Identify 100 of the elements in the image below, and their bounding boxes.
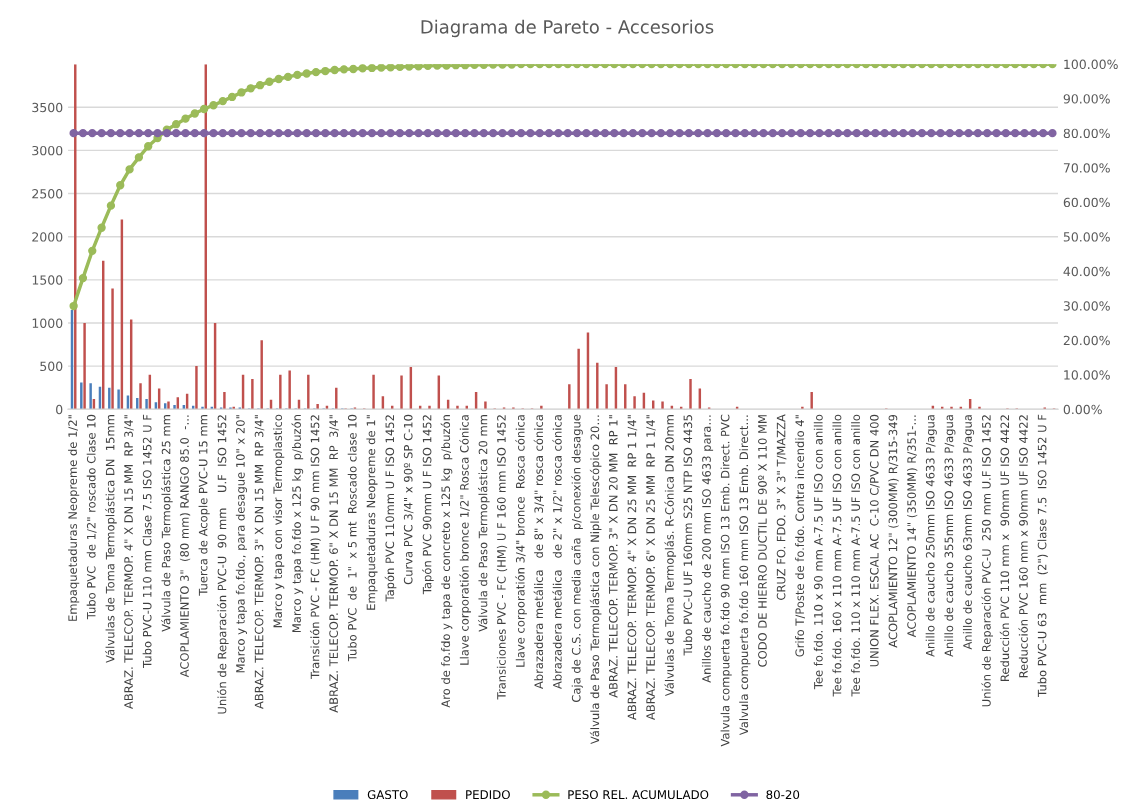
x-tick-label: ABRAZ. TELECOP. TERMOP. 4" X DN 15 MM RP 3/4"	[124, 415, 134, 709]
x-tick-label: Válvula de Paso Termoplástica con Niple Telescópico 20…	[589, 415, 602, 745]
y-tick-label: 3500	[32, 102, 63, 113]
x-tick-label: Llave corporatión bronce 1/2" Rosca Cónica	[459, 415, 471, 665]
x-tick-label: Tubo PVC-U UF 160mm S25 NTP ISO 4435	[683, 415, 693, 656]
x-tick-label: Abrazadera metálica de 2" x 1/2" rosca cónica	[552, 415, 563, 690]
x-tick-label: Caja de C.S. con media caña p/conexión desague	[571, 414, 583, 703]
x-tick-label: Marco y tapa fo.fdo., para desague 10" x 20"	[235, 415, 248, 673]
x-tick-label: ACOPLAMIENTO 3" (80 mm) RANGO 85.0 -…	[179, 415, 191, 678]
y-tick-label: 2500	[32, 189, 63, 199]
bar	[810, 391, 813, 410]
bar	[251, 379, 254, 410]
x-tick-label: Válvula de Paso Termoplástica 20 mm	[477, 415, 490, 632]
bar	[540, 405, 543, 410]
x-tick-label: ACOPLAMIENTO 14" (350MM) R/351-…	[907, 415, 918, 638]
x-tick-label: Tapón PVC 90mm U F ISO 1452	[422, 415, 434, 595]
legend-label: PESO REL. ACUMULADO	[568, 790, 709, 800]
x-tick-label: Aro de fo.fdo y tapa de concreto x 125 kg p/buzón	[440, 415, 453, 708]
y2-tick-label: 30.00%	[1063, 301, 1110, 311]
bar	[111, 288, 114, 410]
x-tick-label: Unión de Reparación PVC-U 90 mm U.F ISO 1452	[216, 415, 229, 714]
x-tick-label: Empaquetaduras Neopreme de 1"	[366, 415, 378, 610]
bar	[288, 370, 291, 410]
x-tick-label: ABRAZ. TELECOP. TERMOP. 3" X DN 15 MM RP 3/4"	[254, 415, 265, 709]
x-tick-label: Valvula compuerta fo.fdo 160 mm ISO 13 Emb. Direct…	[739, 415, 751, 736]
x-tick-label: Válvulas de Toma Termoplástica DN 15mm	[105, 415, 117, 663]
chart-title: Diagrama de Pareto - Accesorios	[421, 19, 714, 38]
x-tick-label: Llave corporatión 3/4" bronce Rosca cónica	[515, 415, 527, 667]
y2-tick-label: 90.00%	[1063, 94, 1110, 104]
bar	[978, 406, 981, 410]
bar	[316, 404, 319, 410]
y-tick-label: 1500	[32, 275, 63, 285]
x-tick-label: Anillo de caucho 250mm ISO 4633 P/agua	[925, 415, 937, 657]
y2-tick-label: 20.00%	[1063, 335, 1110, 346]
bar	[173, 404, 176, 410]
bar	[577, 348, 580, 410]
x-tick-label: Empaquetaduras Neopreme de 1/2"	[68, 415, 80, 621]
x-tick-label: Anillo de caucho 63mm ISO 4633 P/agua	[962, 415, 975, 650]
bar	[335, 387, 338, 410]
y2-tick-label: 50.00%	[1063, 232, 1110, 242]
x-tick-label: ABRAZ. TELECOP. TERMOP. 4" X DN 25 MM RP 1 1/4"	[627, 415, 638, 720]
bar	[117, 389, 120, 410]
y-tick-label: 2000	[32, 232, 63, 242]
legend-label: PEDIDO	[466, 790, 510, 800]
bar	[950, 406, 953, 410]
x-tick-label: Tuerca de Acople PVC-U 15 mm	[198, 415, 210, 596]
x-tick-label: Unión de Reparación PVC-U 250 mm U.F ISO 1452	[981, 415, 993, 707]
bar	[279, 374, 282, 410]
bar	[372, 374, 375, 410]
bar	[307, 374, 310, 410]
x-tick-label: ABRAZ. TELECOP. TERMOP. 6" X DN 25 MM RP 1 1/4"	[646, 415, 656, 720]
x-tick-label: Curva PVC 3/4" x 90º SP C-10	[403, 414, 414, 585]
bar	[108, 387, 111, 410]
x-tick-label: Tubo PVC-U 63 mm (2") Clase 7.5 ISO 1452 U F	[1037, 414, 1048, 697]
x-tick-label: Transición PVC - FC (HM) U F 90 mm ISO 1452	[309, 415, 321, 679]
x-tick-label: Tubo PVC de 1" x 5 mt Roscado clase 10	[347, 414, 357, 662]
x-tick-label: Marco y tapa con visor Termoplastico	[273, 414, 285, 628]
y2-tick-label: 100.00%	[1064, 59, 1118, 70]
y2-tick-label: 80.00%	[1063, 128, 1110, 139]
x-tick-label: Reducción PVC 110 mm x 90mm UF ISO 4422	[999, 415, 1010, 681]
bar	[80, 382, 83, 410]
y2-tick-label: 40.00%	[1063, 266, 1110, 277]
x-tick-label: Tee fo.fdo. 160 x 110 mm A-7.5 UF ISO con anillo	[832, 414, 842, 697]
bar	[201, 406, 204, 410]
bar	[139, 383, 142, 410]
bar	[801, 406, 804, 410]
x-tick-label: ACOPLAMIENTO 12" (300MM) R/315-349	[888, 414, 899, 648]
x-tick-label: Anillo de caucho 355mm ISO 4633 P/agua	[944, 415, 956, 657]
y-tick-label: 500	[40, 361, 63, 372]
legend-label: 80-20	[766, 790, 800, 800]
x-tick-label: ABRAZ. TELECOP. TERMOP. 3" X DN 20 MM RP 1"	[608, 415, 618, 698]
x-tick-label: Abrazadera metálica de 8" x 3/4" rosca cónica	[533, 415, 544, 690]
x-tick-label: ABRAZ. TELECOP. TERMOP. 6" X DN 15 MM RP 3/4"	[329, 415, 339, 713]
x-tick-label: Tubo PVC-U 110 mm Clase 7.5 ISO 1452 U F	[142, 414, 152, 668]
bar	[456, 405, 459, 410]
bar	[89, 383, 92, 410]
x-tick-label: Tubo PVC de 1/2" roscado Clase 10	[86, 414, 97, 620]
y2-tick-label: 70.00%	[1063, 163, 1110, 173]
x-tick-label: Tee fo.fdo. 110 x 110 mm A-7.5 UF ISO con anillo	[851, 414, 861, 697]
x-tick-label: Transiciones PVC - FC (HM) U F 160 mm ISO 1452	[496, 415, 508, 700]
y-tick-label: 3000	[32, 145, 63, 156]
x-tick-label: Válvulas de Toma Termoplás. R-Cónica DN 20mm	[664, 415, 677, 697]
x-tick-label: Tee fo.fdo. 110 x 90 mm A-7.5 UF ISO con anillo	[813, 414, 823, 690]
bar	[145, 398, 148, 410]
y2-tick-label: 60.00%	[1063, 197, 1110, 208]
x-tick-label: Tapón PVC 110mm U F ISO 1452	[384, 415, 397, 602]
bar	[223, 391, 226, 410]
bar	[484, 401, 487, 410]
x-tick-label: UNION FLEX. ESCAL AC C-10 C/PVC DN 400	[869, 414, 880, 667]
bar	[689, 379, 692, 410]
y-tick-label: 1000	[32, 318, 63, 328]
legend-label: GASTO	[367, 790, 408, 800]
bar	[428, 405, 431, 410]
bar	[83, 322, 86, 410]
x-tick-label: Valvula compuerta fo.fdo 90 mm ISO 13 Emb. Direct. PVC	[720, 414, 732, 747]
x-tick-label: Grifo T/Poste de fo.fdo. Contra incendio 4"	[795, 415, 805, 657]
bar	[400, 375, 403, 410]
x-tick-label: CODO DE HIERRO DUCTIL DE 90º X 110 MM	[758, 415, 767, 667]
bar	[605, 384, 608, 410]
y2-tick-label: 10.00%	[1064, 370, 1110, 380]
